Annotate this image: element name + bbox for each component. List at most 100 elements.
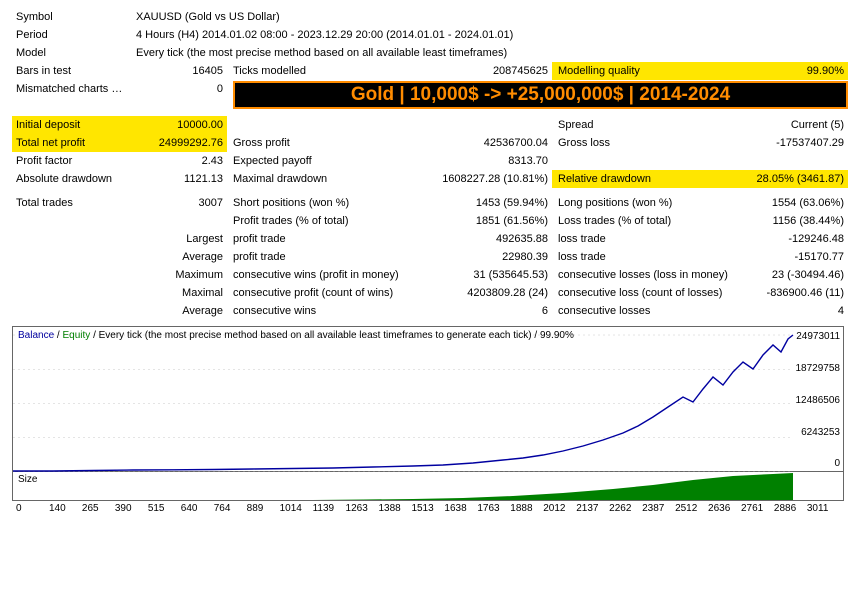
symbol-value: XAUUSD (Gold vs US Dollar) xyxy=(132,8,848,26)
xaxis-tick: 1888 xyxy=(510,503,543,514)
symbol-label: Symbol xyxy=(12,8,132,26)
xaxis-tick: 515 xyxy=(148,503,181,514)
period-label: Period xyxy=(12,26,132,44)
avg-cw-value: 6 xyxy=(427,302,552,320)
xaxis: 0140265390515640764889101411391263138815… xyxy=(12,501,844,514)
xaxis-tick: 2012 xyxy=(543,503,576,514)
xaxis-tick: 1139 xyxy=(313,503,346,514)
profit-trades-label: Profit trades (% of total) xyxy=(227,212,427,230)
period-value: 4 Hours (H4) 2014.01.02 08:00 - 2023.12.… xyxy=(132,26,848,44)
mismatched-value: 0 xyxy=(132,80,227,110)
size-chart: Size xyxy=(13,472,843,500)
xaxis-tick: 1014 xyxy=(280,503,313,514)
avg-lt-label: loss trade xyxy=(552,248,742,266)
initial-deposit-label: Initial deposit xyxy=(12,116,132,134)
max-cw-label: consecutive wins (profit in money) xyxy=(227,266,427,284)
maxi-cp-label: consecutive profit (count of wins) xyxy=(227,284,427,302)
profit-factor-value: 2.43 xyxy=(132,152,227,170)
xaxis-tick: 2512 xyxy=(675,503,708,514)
loss-trades-value: 1156 (38.44%) xyxy=(742,212,848,230)
maximal-label: Maximal xyxy=(132,284,227,302)
ticks-label: Ticks modelled xyxy=(227,62,427,80)
xaxis-tick: 2636 xyxy=(708,503,741,514)
gross-loss-value: -17537407.29 xyxy=(742,134,848,152)
xaxis-tick: 2137 xyxy=(576,503,609,514)
short-label: Short positions (won %) xyxy=(227,194,427,212)
gross-profit-value: 42536700.04 xyxy=(427,134,552,152)
legend-equity: Equity xyxy=(62,330,90,341)
bars-label: Bars in test xyxy=(12,62,132,80)
modelling-quality-value: 99.90% xyxy=(742,62,848,80)
xaxis-tick: 1263 xyxy=(346,503,379,514)
xaxis-tick: 1638 xyxy=(444,503,477,514)
total-trades-value: 3007 xyxy=(132,194,227,212)
max-dd-label: Maximal drawdown xyxy=(227,170,427,188)
expected-payoff-value: 8313.70 xyxy=(427,152,552,170)
xaxis-tick: 2761 xyxy=(741,503,774,514)
xaxis-tick: 640 xyxy=(181,503,214,514)
spread-value: Current (5) xyxy=(742,116,848,134)
legend-rest: / Every tick (the most precise method ba… xyxy=(93,330,574,341)
xaxis-tick: 889 xyxy=(247,503,280,514)
model-label: Model xyxy=(12,44,132,62)
max-cl-label: consecutive losses (loss in money) xyxy=(552,266,742,284)
yaxis-tick: 0 xyxy=(834,458,840,469)
long-value: 1554 (63.06%) xyxy=(742,194,848,212)
maxi-cl-value: -836900.46 (11) xyxy=(742,284,848,302)
max-cl-value: 23 (-30494.46) xyxy=(742,266,848,284)
long-label: Long positions (won %) xyxy=(552,194,742,212)
spread-label: Spread xyxy=(552,116,742,134)
ticks-value: 208745625 xyxy=(427,62,552,80)
size-label: Size xyxy=(18,474,37,485)
maxi-cp-value: 4203809.28 (24) xyxy=(427,284,552,302)
gross-loss-label: Gross loss xyxy=(552,134,742,152)
max-dd-value: 1608227.28 (10.81%) xyxy=(427,170,552,188)
profit-factor-label: Profit factor xyxy=(12,152,132,170)
avg-lt-value: -15170.77 xyxy=(742,248,848,266)
profit-trades-value: 1851 (61.56%) xyxy=(427,212,552,230)
xaxis-tick: 764 xyxy=(214,503,247,514)
avg-pt-label: profit trade xyxy=(227,248,427,266)
gross-profit-label: Gross profit xyxy=(227,134,427,152)
max-cw-value: 31 (535645.53) xyxy=(427,266,552,284)
legend-balance: Balance xyxy=(18,330,54,341)
xaxis-tick: 3011 xyxy=(807,503,840,514)
expected-payoff-label: Expected payoff xyxy=(227,152,427,170)
xaxis-tick: 140 xyxy=(49,503,82,514)
xaxis-tick: 2262 xyxy=(609,503,642,514)
chart-legend: Balance / Equity / Every tick (the most … xyxy=(18,330,574,341)
rel-dd-label: Relative drawdown xyxy=(552,170,742,188)
banner: Gold | 10,000$ -> +25,000,000$ | 2014-20… xyxy=(233,81,848,109)
avg-cl-label: consecutive losses xyxy=(552,302,742,320)
mismatched-label: Mismatched charts errors xyxy=(12,80,132,110)
bars-value: 16405 xyxy=(132,62,227,80)
balance-chart: Balance / Equity / Every tick (the most … xyxy=(13,327,843,472)
yaxis-tick: 24973011 xyxy=(796,331,840,342)
largest-pt-value: 492635.88 xyxy=(427,230,552,248)
modelling-quality-label: Modelling quality xyxy=(552,62,742,80)
xaxis-tick: 390 xyxy=(115,503,148,514)
loss-trades-label: Loss trades (% of total) xyxy=(552,212,742,230)
largest-pt-label: profit trade xyxy=(227,230,427,248)
avg-cw-label: consecutive wins xyxy=(227,302,427,320)
yaxis-tick: 12486506 xyxy=(796,395,841,406)
initial-deposit-value: 10000.00 xyxy=(132,116,227,134)
xaxis-tick: 265 xyxy=(82,503,115,514)
xaxis-tick: 2886 xyxy=(774,503,807,514)
yaxis-tick: 18729758 xyxy=(796,363,841,374)
charts-container: Balance / Equity / Every tick (the most … xyxy=(12,326,844,501)
largest-lt-value: -129246.48 xyxy=(742,230,848,248)
average-label: Average xyxy=(132,248,227,266)
net-profit-value: 24999292.76 xyxy=(132,134,227,152)
largest-lt-label: loss trade xyxy=(552,230,742,248)
avg-pt-value: 22980.39 xyxy=(427,248,552,266)
abs-dd-value: 1121.13 xyxy=(132,170,227,188)
xaxis-tick: 0 xyxy=(16,503,49,514)
total-trades-label: Total trades xyxy=(12,194,132,212)
average2-label: Average xyxy=(132,302,227,320)
abs-dd-label: Absolute drawdown xyxy=(12,170,132,188)
maximum-label: Maximum xyxy=(132,266,227,284)
xaxis-tick: 1763 xyxy=(477,503,510,514)
model-value: Every tick (the most precise method base… xyxy=(132,44,848,62)
maxi-cl-label: consecutive loss (count of losses) xyxy=(552,284,742,302)
